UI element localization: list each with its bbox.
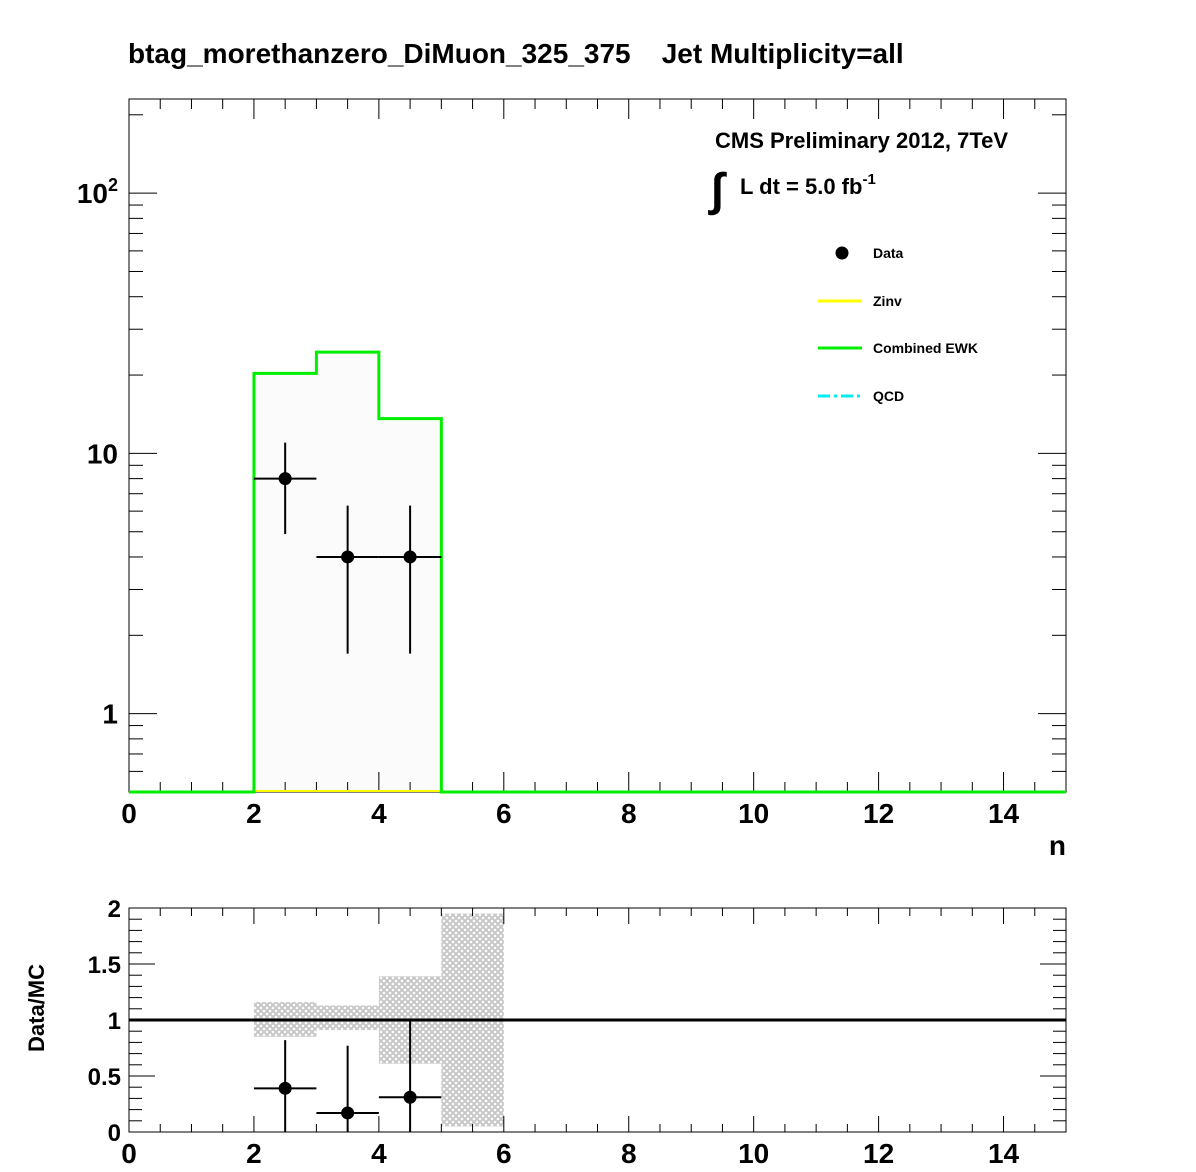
data-marker bbox=[341, 550, 355, 564]
luminosity-text: L dt = 5.0 fb bbox=[740, 174, 862, 199]
ratio-y-tick-label: 0 bbox=[108, 1120, 121, 1147]
x-tick-labels: 0 2 4 6 8 10 12 14 bbox=[121, 798, 1019, 829]
legend-label: Combined EWK bbox=[873, 340, 978, 356]
ratio-points-layer bbox=[253, 1020, 442, 1132]
ratio-y-tick-label: 1 bbox=[108, 1008, 121, 1035]
ratio-x-tick-label: 4 bbox=[371, 1138, 387, 1169]
legend-item-ewk: Combined EWK bbox=[818, 340, 978, 356]
ratio-y-tick-label: 0.5 bbox=[88, 1064, 121, 1091]
legend-label: Zinv bbox=[873, 293, 902, 309]
data-marker bbox=[278, 472, 292, 486]
y-tick-label: 102 bbox=[77, 175, 118, 209]
x-tick-label: 8 bbox=[621, 798, 637, 829]
cms-preliminary-label: CMS Preliminary 2012, 7TeV bbox=[715, 128, 1008, 153]
y-tick-label: 1 bbox=[102, 699, 118, 730]
ratio-y-tick-label: 1.5 bbox=[88, 952, 121, 979]
legend-item-qcd: QCD bbox=[818, 388, 904, 404]
integral-symbol: ∫ bbox=[707, 163, 727, 216]
ratio-point bbox=[316, 1045, 379, 1132]
ratio-y-tick-label: 2 bbox=[108, 896, 121, 923]
ewk-fill-bin bbox=[253, 373, 317, 792]
ratio-x-tick-label: 8 bbox=[621, 1138, 637, 1169]
data-point bbox=[378, 505, 442, 654]
ewk-fill-area bbox=[253, 352, 442, 792]
ratio-y-tick-labels: 0 0.5 1 1.5 2 bbox=[88, 896, 121, 1147]
ratio-point bbox=[253, 1040, 317, 1132]
data-point bbox=[253, 442, 317, 535]
x-tick-label: 2 bbox=[246, 798, 262, 829]
histogram-layer bbox=[129, 350, 1066, 794]
legend-item-zinv: Zinv bbox=[818, 293, 902, 309]
legend-label: QCD bbox=[873, 388, 904, 404]
ratio-y-axis-label: Data/MC bbox=[24, 964, 49, 1052]
y-tick-base: 10 bbox=[77, 178, 108, 209]
ratio-marker bbox=[278, 1081, 292, 1095]
ratio-axis-ticks bbox=[128, 907, 1067, 1133]
data-point bbox=[316, 505, 379, 654]
x-tick-label: 4 bbox=[371, 798, 387, 829]
ratio-x-tick-label: 14 bbox=[988, 1138, 1020, 1169]
x-tick-label: 10 bbox=[738, 798, 769, 829]
ewk-histogram-line bbox=[129, 350, 1066, 794]
legend: Data Zinv Combined EWK QCD bbox=[818, 245, 978, 404]
y-tick-exponent: 2 bbox=[108, 175, 118, 195]
ratio-marker bbox=[341, 1106, 355, 1120]
ratio-x-tick-label: 2 bbox=[246, 1138, 262, 1169]
legend-item-data: Data bbox=[835, 245, 904, 261]
ratio-plot-panel: 0 2 4 6 8 10 12 14 0 0.5 1 1.5 2 Data/MC bbox=[24, 896, 1067, 1169]
x-tick-label: 12 bbox=[863, 798, 894, 829]
x-tick-label: 6 bbox=[496, 798, 512, 829]
ratio-marker bbox=[403, 1090, 417, 1104]
x-tick-label: 0 bbox=[121, 798, 137, 829]
ratio-x-tick-label: 10 bbox=[738, 1138, 769, 1169]
x-axis-label: n bbox=[1049, 830, 1066, 861]
luminosity-exponent: -1 bbox=[862, 171, 875, 188]
ratio-x-tick-label: 12 bbox=[863, 1138, 894, 1169]
ratio-x-tick-label: 6 bbox=[496, 1138, 512, 1169]
ratio-x-tick-label: 0 bbox=[121, 1138, 137, 1169]
chart-title: btag_morethanzero_DiMuon_325_375 Jet Mul… bbox=[128, 38, 904, 69]
x-tick-label: 14 bbox=[988, 798, 1020, 829]
data-points-layer bbox=[253, 442, 442, 654]
legend-marker bbox=[835, 246, 849, 260]
luminosity-label: L dt = 5.0 fb-1 bbox=[740, 171, 876, 199]
ratio-x-tick-labels: 0 2 4 6 8 10 12 14 bbox=[121, 1138, 1019, 1169]
y-tick-label: 10 bbox=[87, 438, 118, 469]
ratio-band-bin bbox=[316, 1005, 379, 1031]
main-axis-ticks bbox=[128, 99, 1067, 793]
legend-label: Data bbox=[873, 245, 904, 261]
data-marker bbox=[403, 550, 417, 564]
ratio-point bbox=[378, 1020, 442, 1132]
